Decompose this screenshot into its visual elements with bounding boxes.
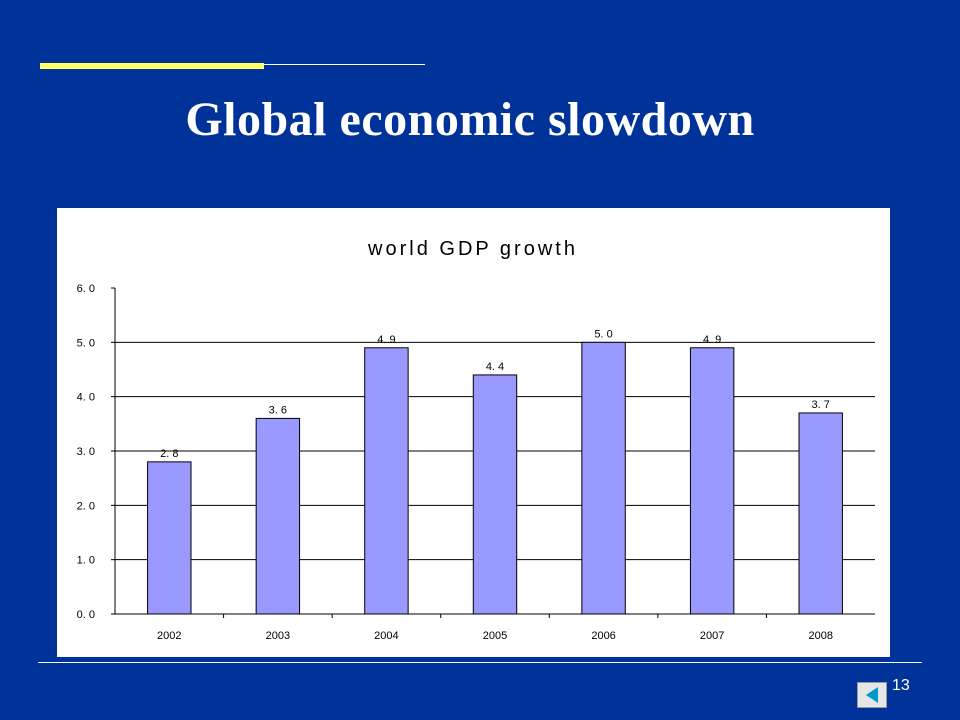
chart-panel: world GDP growth 2. 8 3. 6 4. 9 4. 4 5. 0 4. … — [57, 208, 890, 657]
slide-title: Global economic slowdown — [185, 93, 755, 146]
footer-divider — [38, 662, 922, 663]
previous-slide-button[interactable] — [857, 682, 887, 708]
bar — [147, 461, 192, 615]
x-tick-label: 2007 — [700, 630, 724, 642]
y-tick-label: 6. 0 — [77, 283, 95, 295]
y-tick-label: 5. 0 — [77, 337, 95, 349]
bar — [689, 347, 735, 615]
bar — [364, 347, 409, 615]
data-label: 3. 7 — [812, 399, 830, 411]
y-tick-label: 1. 0 — [77, 555, 95, 567]
y-tick-label: 2. 0 — [77, 500, 95, 512]
bars: 2. 8 3. 6 4. 9 4. 4 5. 0 4. 9 3. 7 — [147, 328, 843, 615]
left-arrow-icon — [866, 687, 878, 703]
bar — [255, 417, 301, 615]
chart-title: world GDP growth — [367, 238, 578, 260]
x-tick-label: 2003 — [266, 630, 290, 642]
y-tick-label: 0. 0 — [77, 609, 95, 621]
data-label: 2. 8 — [160, 448, 178, 460]
x-tick-label: 2005 — [483, 630, 507, 642]
axes: 0. 0 1. 0 2. 0 3. 0 4. 0 5. 0 6. 0 2002 2003 2004… — [77, 283, 875, 642]
page-number: 13 — [892, 677, 910, 694]
title-accent-line — [264, 64, 425, 65]
bar — [798, 412, 843, 615]
x-tick-label: 2008 — [808, 630, 832, 642]
data-label: 3. 6 — [269, 404, 287, 416]
y-tick-label: 4. 0 — [77, 392, 95, 404]
data-label: 4. 9 — [377, 334, 395, 346]
y-tick-label: 3. 0 — [77, 446, 95, 458]
data-label: 5. 0 — [594, 328, 612, 340]
bar-chart: world GDP growth 2. 8 3. 6 4. 9 4. 4 5. 0 4. … — [77, 238, 875, 642]
data-label: 4. 4 — [486, 361, 504, 373]
bar — [472, 374, 518, 615]
data-label: 4. 9 — [703, 334, 721, 346]
x-tick-label: 2004 — [374, 630, 398, 642]
x-tick-label: 2006 — [591, 630, 615, 642]
title-accent-bar — [40, 63, 264, 69]
x-tick-label: 2002 — [157, 630, 181, 642]
bar — [581, 341, 626, 615]
